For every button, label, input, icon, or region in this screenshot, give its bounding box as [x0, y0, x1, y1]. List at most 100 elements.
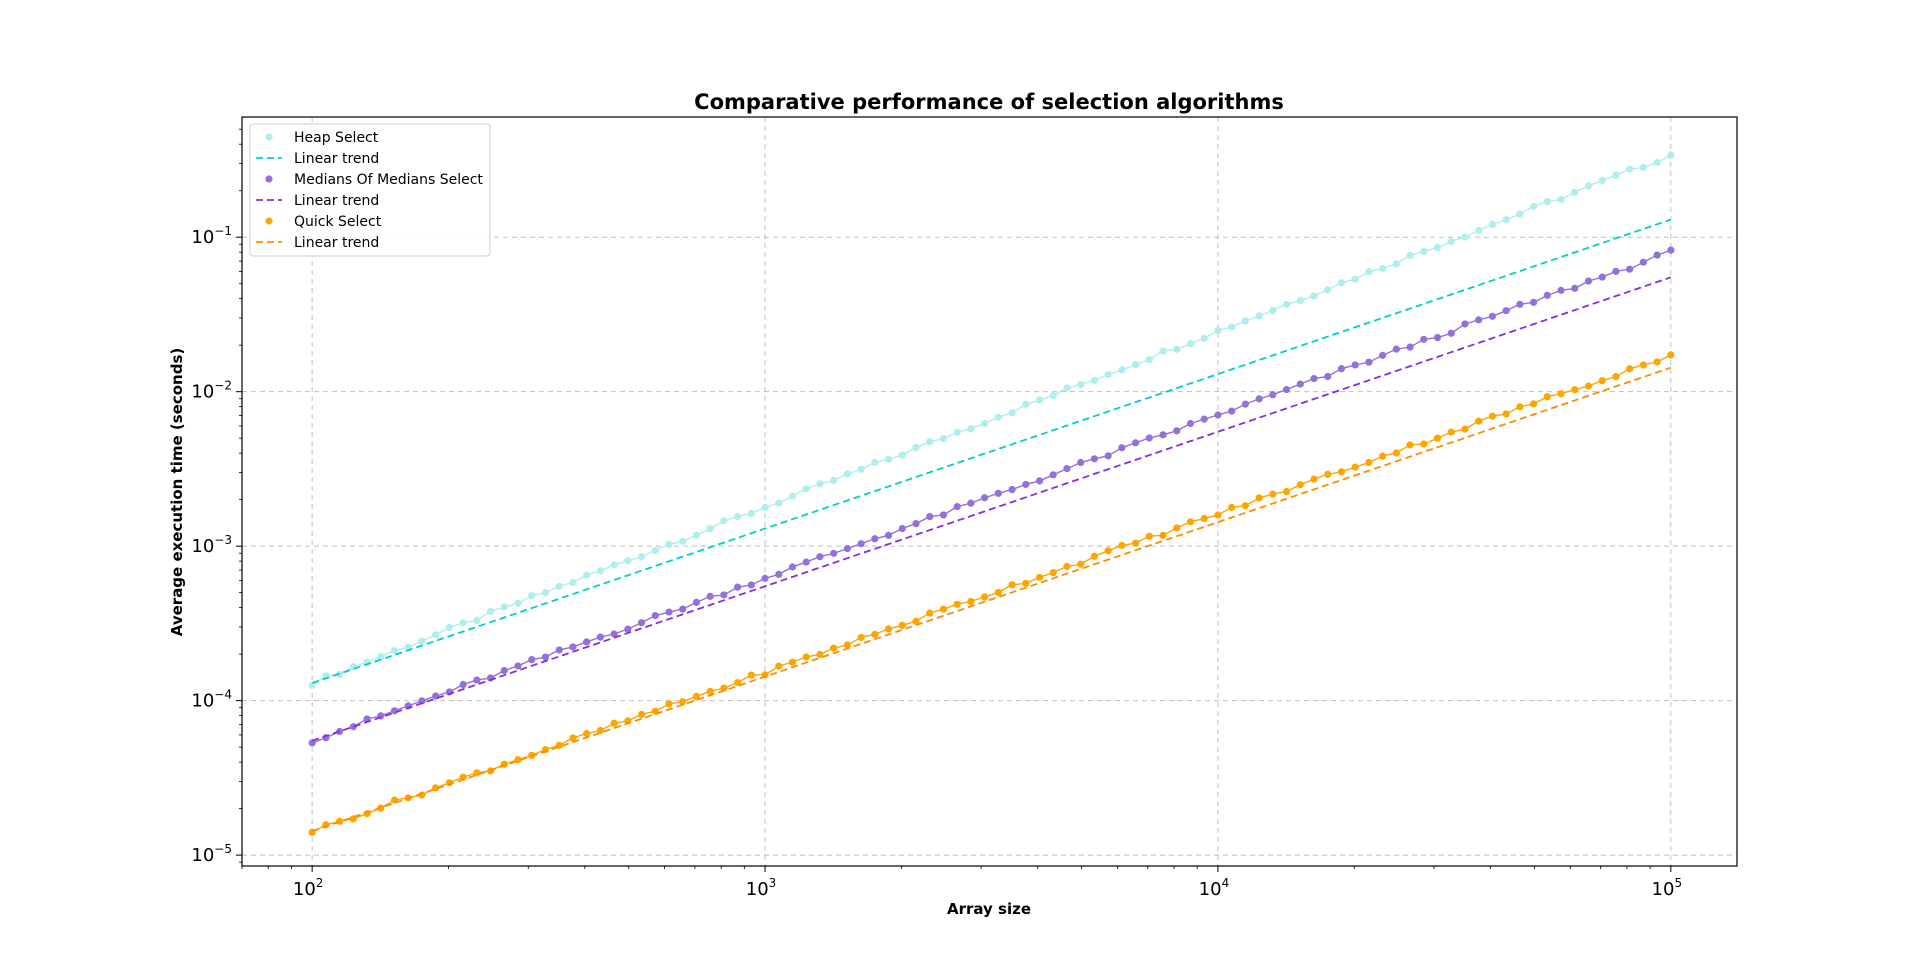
data-point [843, 544, 851, 553]
grid [242, 117, 1737, 866]
data-point [418, 697, 426, 705]
data-point [788, 658, 797, 666]
data-point [981, 593, 989, 601]
data-point [692, 531, 701, 539]
data-point [390, 646, 399, 655]
legend-label: Linear trend [294, 151, 379, 167]
data-point [1035, 396, 1044, 404]
data-point [1653, 358, 1661, 366]
y-tick-label: 10−4 [191, 688, 232, 712]
data-point [1639, 258, 1647, 266]
legend-label: Linear trend [294, 193, 379, 209]
data-point [1049, 391, 1057, 400]
x-axis-label: Array size [947, 900, 1031, 918]
data-point [1104, 452, 1112, 460]
x-axis-ticks: 102 103 104 105 [241, 866, 1682, 900]
data-point [1433, 434, 1442, 442]
data-point [898, 524, 906, 533]
data-point [967, 499, 975, 507]
data-point [1049, 568, 1057, 577]
data-point [473, 676, 481, 684]
data-point [569, 578, 577, 587]
data-point [1077, 380, 1085, 389]
series-1 [311, 218, 1672, 684]
data-point [1214, 411, 1222, 419]
data-point [1557, 195, 1565, 204]
data-point [665, 608, 673, 616]
data-point [1337, 365, 1346, 373]
y-tick-label: 10−2 [191, 379, 232, 403]
data-point [1379, 452, 1387, 460]
data-point [733, 678, 742, 687]
data-point [1200, 514, 1208, 523]
data-point [1557, 390, 1565, 398]
data-point [1543, 291, 1551, 299]
data-point [1214, 511, 1222, 519]
data-point [1488, 412, 1497, 420]
data-point [1571, 386, 1579, 394]
data-point [679, 698, 687, 706]
data-point [555, 582, 563, 590]
data-point [884, 531, 893, 539]
data-point [733, 513, 742, 521]
data-point [1379, 264, 1387, 273]
data-point [953, 502, 961, 511]
data-point [1447, 329, 1455, 337]
data-point [1639, 361, 1647, 369]
legend-label: Medians Of Medians Select [294, 172, 483, 188]
data-point [610, 630, 618, 638]
x-tick-label: 102 [293, 876, 324, 900]
data-point [432, 631, 440, 639]
data-point [692, 598, 701, 606]
data-point [651, 612, 659, 620]
data-point [1392, 260, 1400, 268]
data-point [1310, 475, 1318, 483]
data-point [1035, 477, 1044, 485]
data-point [1365, 458, 1373, 467]
data-point [308, 739, 316, 747]
data-point [871, 535, 879, 543]
series-0 [308, 151, 1675, 689]
data-point [994, 588, 1002, 597]
data-point [761, 503, 769, 512]
data-point [720, 591, 728, 599]
data-point [802, 485, 810, 493]
data-point [912, 520, 920, 528]
data-point [1228, 503, 1236, 511]
data-point [1022, 579, 1030, 587]
data-point [1406, 441, 1414, 449]
data-point [1077, 560, 1085, 568]
data-point [953, 600, 961, 608]
data-point [994, 489, 1002, 497]
data-point [1571, 188, 1579, 196]
data-point [1626, 365, 1634, 373]
data-point [1420, 440, 1428, 448]
data-point [1516, 300, 1524, 308]
legend-marker [265, 133, 273, 141]
data-point [1131, 539, 1140, 547]
data-point [1502, 410, 1510, 418]
data-point [555, 646, 563, 654]
data-point [939, 605, 948, 613]
data-point [1090, 455, 1099, 463]
data-point [1090, 552, 1099, 560]
data-point [1667, 151, 1675, 159]
data-point [349, 663, 357, 671]
data-point [1159, 347, 1167, 355]
data-point [637, 619, 646, 627]
data-point [926, 609, 934, 617]
legend-label: Quick Select [294, 214, 382, 230]
data-point [1598, 176, 1606, 185]
data-point [528, 656, 536, 664]
data-point [1406, 343, 1414, 351]
data-point [1241, 400, 1249, 408]
data-point [1392, 345, 1400, 353]
data-point [1269, 306, 1277, 314]
data-point [1475, 316, 1483, 324]
data-point [1488, 312, 1497, 320]
data-point [706, 592, 714, 600]
legend-marker [265, 217, 273, 225]
data-point [967, 425, 975, 433]
data-point [1214, 327, 1222, 335]
data-point [583, 638, 591, 646]
